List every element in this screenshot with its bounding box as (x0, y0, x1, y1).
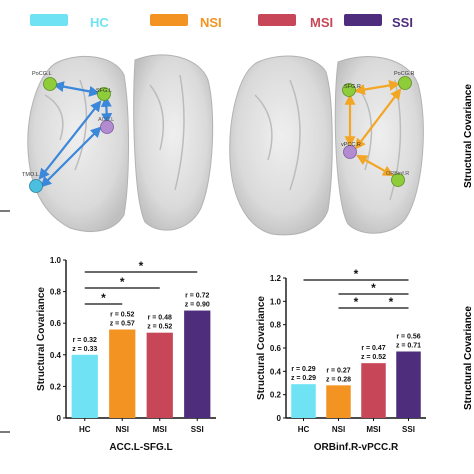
x-tick-label: HC (79, 425, 91, 434)
y-tick-label: 0.6 (270, 344, 282, 353)
edge-tmo-acc-left (40, 126, 102, 188)
legend-label-ssi: SSI (392, 15, 413, 30)
node-pocg-r (398, 76, 412, 90)
annotation-z: z = 0.57 (110, 321, 135, 328)
legend-swatch-msi (258, 14, 296, 26)
bar-hc (291, 384, 316, 418)
bar-chart-orbinf-vpcc: 0 0.2 0.4 0.6 0.8 1.0 1.2 Structural Covariance… (256, 267, 426, 453)
annotation-r: r = 0.56 (396, 334, 420, 341)
y-tick-label: 0 (57, 414, 62, 423)
annotation-r: r = 0.52 (110, 312, 134, 319)
bar-nsi (109, 329, 136, 418)
y-tick-label: 1.2 (270, 274, 282, 283)
node-label-sfg-r: SFG.R (344, 84, 361, 90)
annotation-z: z = 0.33 (72, 346, 97, 353)
node-label-vpcc-r: vPCC.R (341, 142, 361, 148)
annotation-z: z = 0.52 (361, 354, 386, 361)
node-sfg-r (342, 83, 356, 97)
brain-right-hemisphere-a (229, 55, 333, 236)
y-tick-label: 0.6 (50, 319, 62, 328)
brain-left-hemisphere-b (133, 54, 214, 231)
y-tick-label: 1.0 (270, 297, 282, 306)
significance-star: * (354, 295, 359, 309)
brain-left: PoCG.L SFG.L ACC.L TMO.L (22, 54, 214, 233)
significance-star: * (389, 295, 394, 309)
bar-ssi (396, 351, 421, 418)
x-axis-label: ACC.L-SFG.L (109, 442, 172, 453)
annotation-z: z = 0.90 (185, 302, 210, 309)
node-tmo-l (29, 179, 43, 193)
y-tick-label: 0.2 (270, 391, 282, 400)
annotation-z: z = 0.28 (326, 376, 351, 383)
node-acc-l (100, 120, 114, 134)
annotation-r: r = 0.47 (361, 345, 385, 352)
y-tick-label: 0 (277, 414, 282, 423)
y-tick-label: 0.4 (50, 351, 62, 360)
y-tick-label: 1.0 (50, 256, 62, 265)
node-label-pocg-r: PoCG.R (394, 71, 415, 77)
annotation-r: r = 0.27 (326, 367, 350, 374)
annotation-r: r = 0.29 (291, 366, 315, 373)
node-vpcc-r (343, 145, 357, 159)
annotation-r: r = 0.32 (73, 337, 97, 344)
side-label-top: Structural Covariance (463, 84, 474, 188)
significance-star: * (120, 275, 125, 289)
side-label-bottom: Structural Covariance (463, 306, 474, 410)
bar-nsi (326, 385, 351, 418)
annotation-z: z = 0.52 (147, 324, 172, 331)
legend-label-hc: HC (90, 15, 109, 30)
legend-swatch-ssi (344, 14, 382, 26)
edge-pocg-sfg-left (52, 81, 101, 97)
node-sfg-l (97, 87, 111, 101)
edge-sfg-acc-left (100, 95, 113, 125)
legend: HC NSI MSI SSI (30, 14, 413, 30)
y-tick-label: 0.4 (270, 367, 282, 376)
significance-star: * (101, 291, 106, 305)
annotation-r: r = 0.72 (185, 293, 209, 300)
significance-star: * (354, 267, 359, 281)
x-tick-label: SSI (402, 425, 415, 434)
node-label-acc-l: ACC.L (98, 117, 114, 123)
y-tick-label: 0.8 (50, 288, 62, 297)
legend-label-msi: MSI (310, 15, 333, 30)
brain-right: SFG.R PoCG.R vPCC.R ORBinf.R (229, 55, 424, 236)
x-tick-label: HC (298, 425, 310, 434)
legend-swatch-nsi (150, 14, 188, 26)
x-tick-label: NSI (332, 425, 345, 434)
bar-msi (146, 332, 173, 418)
annotation-r: r = 0.48 (148, 315, 172, 322)
x-tick-label: MSI (153, 425, 167, 434)
significance-star: * (371, 281, 376, 295)
bar-chart-acc-sfg: 0 0.2 0.4 0.6 0.8 1.0 Structural Covariance r =… (36, 256, 216, 453)
y-tick-label: 0.2 (50, 382, 62, 391)
significance-star: * (139, 259, 144, 273)
x-axis-label: ORBinf.R-vPCC.R (314, 442, 399, 453)
bar-hc (71, 354, 98, 418)
brain-left-hemisphere-a (27, 55, 129, 233)
node-label-orbinf-r: ORBinf.R (386, 171, 409, 177)
legend-label-nsi: NSI (200, 15, 222, 30)
x-tick-label: MSI (366, 425, 380, 434)
node-pocg-l (43, 77, 57, 91)
y-axis-label: Structural Covariance (36, 287, 47, 391)
node-label-sfg-l: SFG.L (96, 88, 112, 94)
legend-swatch-hc (30, 14, 68, 26)
annotation-z: z = 0.71 (396, 343, 421, 350)
x-tick-label: SSI (191, 425, 204, 434)
bar-ssi (184, 310, 211, 418)
node-label-pocg-l: PoCG.L (32, 71, 52, 77)
y-axis-label: Structural Covariance (256, 296, 267, 400)
node-orbinf-r (391, 173, 405, 187)
edge-vpcc-orbinf-right (356, 154, 394, 177)
node-label-tmo-l: TMO.L (22, 172, 39, 178)
annotation-z: z = 0.29 (291, 375, 316, 382)
y-tick-label: 0.8 (270, 321, 282, 330)
x-tick-label: NSI (116, 425, 129, 434)
bar-msi (361, 363, 386, 418)
edge-pocg-vpcc-right (354, 88, 402, 150)
